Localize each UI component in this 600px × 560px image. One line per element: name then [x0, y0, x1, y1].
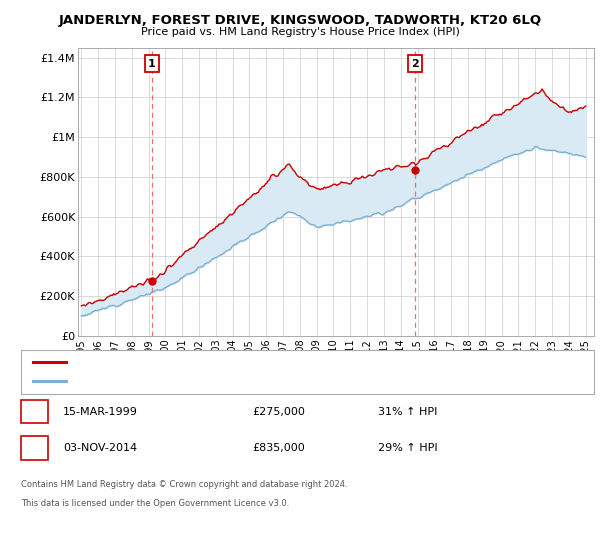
Text: JANDERLYN, FOREST DRIVE, KINGSWOOD, TADWORTH, KT20 6LQ (detached house): JANDERLYN, FOREST DRIVE, KINGSWOOD, TADW… [73, 357, 479, 367]
Text: JANDERLYN, FOREST DRIVE, KINGSWOOD, TADWORTH, KT20 6LQ: JANDERLYN, FOREST DRIVE, KINGSWOOD, TADW… [58, 14, 542, 27]
Text: 2: 2 [31, 441, 38, 455]
Text: 15-MAR-1999: 15-MAR-1999 [63, 407, 138, 417]
Text: Contains HM Land Registry data © Crown copyright and database right 2024.: Contains HM Land Registry data © Crown c… [21, 480, 347, 489]
Text: Price paid vs. HM Land Registry's House Price Index (HPI): Price paid vs. HM Land Registry's House … [140, 27, 460, 37]
Text: HPI: Average price, detached house, Reigate and Banstead: HPI: Average price, detached house, Reig… [73, 376, 362, 386]
Text: 03-NOV-2014: 03-NOV-2014 [63, 443, 137, 453]
Text: This data is licensed under the Open Government Licence v3.0.: This data is licensed under the Open Gov… [21, 500, 289, 508]
Text: 29% ↑ HPI: 29% ↑ HPI [378, 443, 437, 453]
Text: £835,000: £835,000 [252, 443, 305, 453]
Text: 2: 2 [411, 58, 419, 68]
Text: 31% ↑ HPI: 31% ↑ HPI [378, 407, 437, 417]
Text: 1: 1 [31, 405, 38, 418]
Text: £275,000: £275,000 [252, 407, 305, 417]
Text: 1: 1 [148, 58, 156, 68]
